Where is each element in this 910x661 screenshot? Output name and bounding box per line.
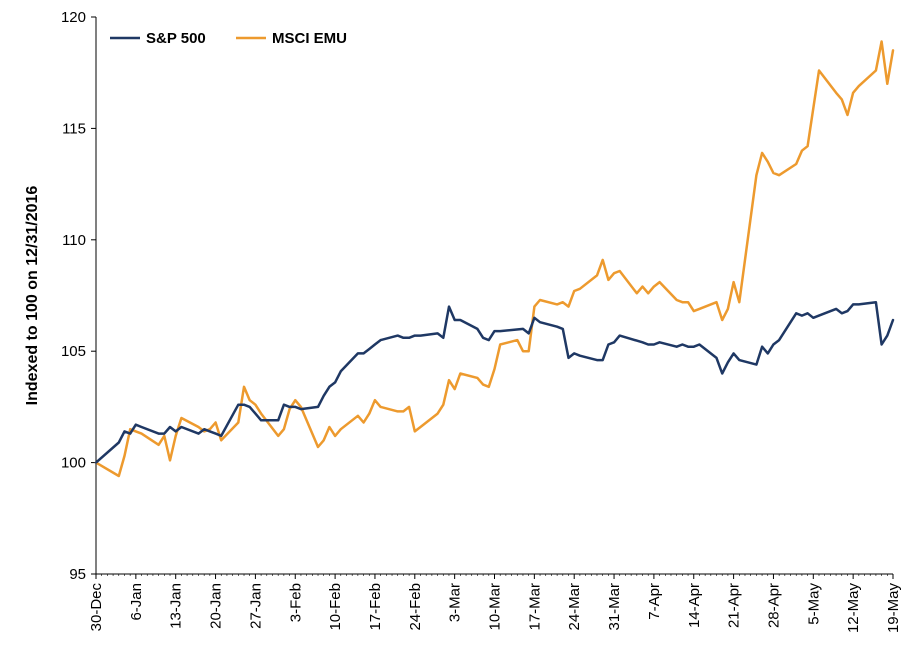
x-tick-label: 12-May [845, 583, 862, 634]
x-tick-label: 5-May [805, 583, 822, 625]
x-tick-label: 10-Feb [327, 583, 344, 631]
y-tick-label: 100 [61, 455, 86, 472]
y-axis: 95 100 105 110 115 120 [61, 9, 97, 583]
y-tick-label: 105 [61, 343, 86, 360]
x-tick-label: 3-Feb [287, 583, 304, 622]
x-tick-label: 21-Apr [726, 583, 743, 628]
x-tick-label: 30-Dec [88, 583, 105, 632]
x-tick-label: 3-Mar [447, 583, 464, 622]
x-tick-label: 17-Mar [526, 583, 543, 631]
x-tick-label: 10-Mar [487, 583, 504, 631]
series-layer [94, 40, 895, 478]
x-tick-label: 19-May [885, 583, 902, 634]
y-tick-label: 115 [62, 120, 86, 137]
legend-label: S&P 500 [146, 30, 206, 47]
y-tick-label: 95 [69, 566, 86, 583]
x-tick-label: 13-Jan [168, 583, 185, 629]
series-line-sp500 [94, 300, 895, 464]
y-tick-label: 110 [62, 232, 86, 249]
legend: S&P 500 MSCI EMU [110, 30, 347, 47]
x-tick-label: 31-Mar [606, 583, 623, 631]
legend-item-msci-emu: MSCI EMU [236, 30, 347, 47]
series-line-msci-emu [94, 40, 895, 478]
x-tick-label: 24-Feb [407, 583, 424, 631]
x-axis: 30-Dec 6-Jan 13-Jan 20-Jan 27-Jan 3-Feb 10-Feb… [88, 573, 902, 634]
legend-label: MSCI EMU [272, 30, 347, 47]
y-tick-label: 120 [61, 9, 86, 26]
x-tick-label: 7-Apr [646, 583, 663, 620]
y-axis-title: Indexed to 100 on 12/31/2016 [24, 186, 41, 406]
x-tick-label: 20-Jan [208, 583, 225, 629]
x-tick-label: 6-Jan [128, 583, 145, 621]
x-tick-label: 28-Apr [765, 583, 782, 628]
x-tick-label: 27-Jan [247, 583, 264, 629]
x-tick-label: 24-Mar [566, 583, 583, 631]
legend-item-sp500: S&P 500 [110, 30, 206, 47]
x-tick-label: 17-Feb [367, 583, 384, 631]
x-tick-label: 14-Apr [686, 583, 703, 628]
